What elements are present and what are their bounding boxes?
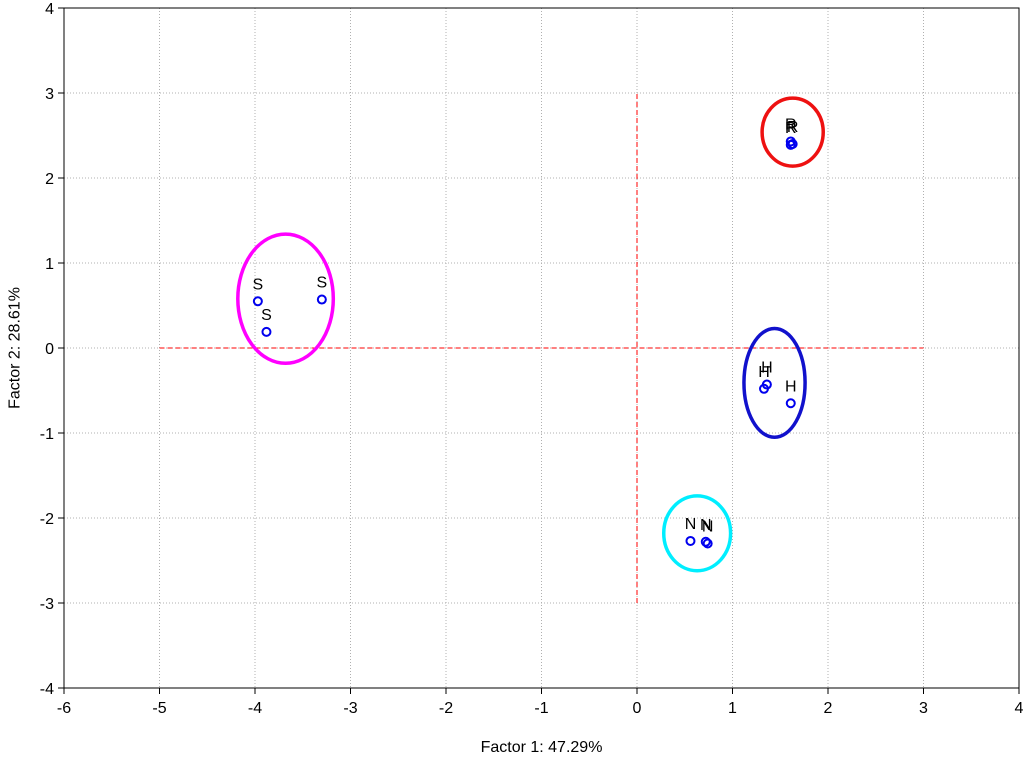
- x-tick-labels: -6 -5 -4 -3 -2 -1 0 1 2 3 4: [57, 700, 1024, 717]
- y-tick-label: 4: [45, 1, 54, 18]
- point-label: N: [702, 519, 714, 536]
- group-ellipses: [236, 96, 825, 573]
- data-point: [261, 326, 272, 337]
- y-tick-label: -2: [40, 511, 54, 528]
- x-tick-label: 3: [919, 700, 928, 717]
- point-label: S: [317, 275, 328, 292]
- y-axis-title: Factor 2: 28.61%: [7, 287, 24, 409]
- point-label: S: [261, 307, 272, 324]
- y-tick-label: -4: [40, 681, 54, 698]
- x-tick-label: 0: [633, 700, 642, 717]
- x-tick-label: -3: [343, 700, 357, 717]
- point-label: N: [700, 517, 712, 534]
- y-tick-label: 0: [45, 341, 54, 358]
- y-tick-label: 3: [45, 86, 54, 103]
- y-tick-label: -1: [40, 426, 54, 443]
- data-point: [785, 398, 796, 409]
- x-tick-label: 2: [824, 700, 833, 717]
- x-tick-label: -4: [248, 700, 262, 717]
- point-label: R: [787, 119, 799, 136]
- x-tick-label: 1: [728, 700, 737, 717]
- group-ellipse-H: [742, 326, 807, 440]
- data-point: [785, 139, 796, 150]
- axis-ticks: [58, 7, 1020, 694]
- y-tick-label: -3: [40, 596, 54, 613]
- point-label: H: [761, 360, 773, 377]
- point-label: R: [785, 116, 797, 133]
- data-point: [702, 538, 713, 549]
- x-axis-title: Factor 1: 47.29%: [481, 739, 603, 756]
- x-tick-label: -1: [534, 700, 548, 717]
- y-tick-labels: -4 -3 -2 -1 0 1 2 3 4: [40, 1, 54, 698]
- group-ellipse-R: [760, 96, 825, 168]
- x-tick-label: 4: [1015, 700, 1024, 717]
- y-tick-label: 1: [45, 256, 54, 273]
- point-label: S: [253, 276, 264, 293]
- data-point: [685, 535, 696, 546]
- y-tick-label: 2: [45, 171, 54, 188]
- data-point: [700, 536, 711, 547]
- data-point: [316, 294, 327, 305]
- data-point: [252, 296, 263, 307]
- x-tick-label: -6: [57, 700, 71, 717]
- data-points: [252, 136, 798, 549]
- point-label: N: [685, 516, 697, 533]
- x-tick-label: -5: [152, 700, 166, 717]
- x-tick-label: -2: [439, 700, 453, 717]
- point-label: H: [758, 364, 770, 381]
- point-label: R: [785, 120, 797, 137]
- data-point: [759, 383, 770, 394]
- point-label: H: [785, 378, 797, 395]
- group-ellipse-N: [661, 494, 733, 573]
- group-ellipse-S: [236, 232, 336, 366]
